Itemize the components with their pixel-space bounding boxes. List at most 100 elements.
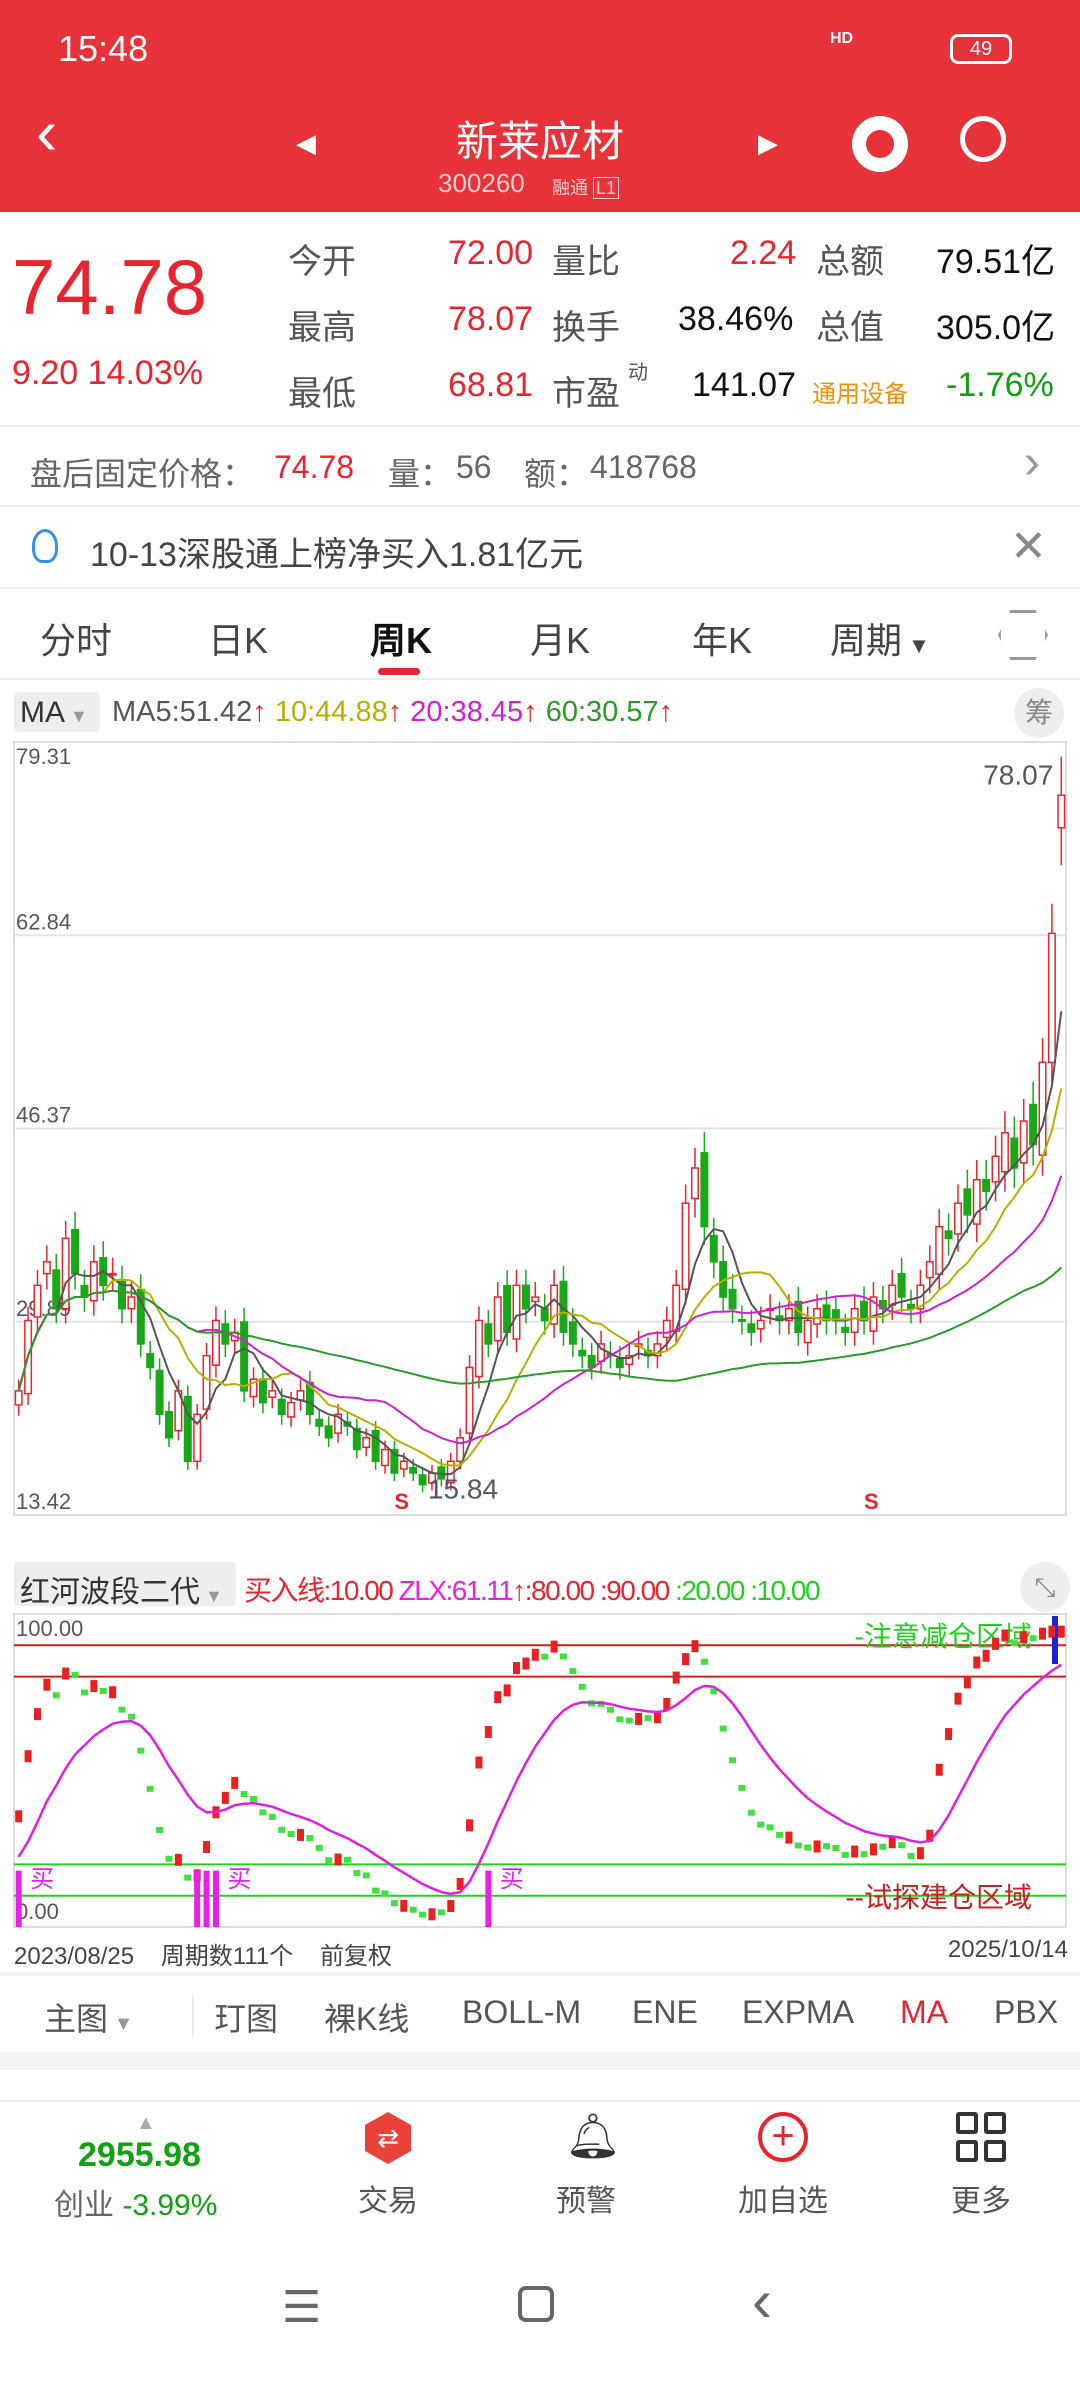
oscillator-bar (156, 1826, 164, 1833)
after-hours-volume-label: 量： (388, 456, 453, 492)
indicator-tab-1[interactable]: 玎图 (214, 1994, 278, 2040)
after-hours-amount-label: 额： (524, 456, 589, 492)
add-circle-icon[interactable]: + (758, 2112, 808, 2162)
candle-body (568, 1321, 577, 1345)
sell-signal: S (864, 1489, 879, 1514)
candle-body (888, 1284, 897, 1306)
news-row[interactable]: 10-13深股通上榜净买入1.81亿元 ✕ (0, 507, 1080, 589)
candle-body (249, 1378, 258, 1398)
oscillator-bar (625, 1717, 633, 1724)
badge-tong: 通 (570, 178, 588, 198)
indicator-tab-label: BOLL-M (462, 1994, 582, 2030)
buy-signal-label: 买 (30, 1866, 54, 1893)
back-button[interactable]: ‹ (36, 96, 58, 168)
oscillator-bar (1001, 1629, 1009, 1642)
arrow-up-icon: ↑ (387, 696, 403, 728)
chevron-down-icon: ▼ (902, 633, 930, 658)
bottom-nav: ▲ 2955.98 创业 -3.99% ⇄ 交易 🔔︎ 预警 + 加自选 更多 (0, 2100, 1080, 2230)
trade-icon[interactable]: ⇄ (365, 2112, 411, 2164)
oscillator-bar (15, 1810, 23, 1823)
trade-button[interactable]: 交易 (358, 2185, 418, 2218)
indicator-tab-7[interactable]: PBX (994, 1994, 1058, 2031)
low-label: 最低 (288, 375, 356, 413)
tab-1[interactable]: 日K (208, 612, 268, 664)
oscillator-bar (372, 1887, 380, 1894)
tab-4[interactable]: 年K (692, 612, 752, 664)
tab-5[interactable]: 周期 ▼ (830, 612, 930, 664)
expand-icon[interactable]: ⤡ (1020, 1562, 1070, 1612)
candle-body (794, 1300, 803, 1333)
oscillator-bar (90, 1680, 98, 1693)
candle-body (578, 1349, 587, 1357)
indicator-tab-0[interactable]: 主图 ▼ (44, 1994, 133, 2040)
candle-body (315, 1418, 324, 1427)
indicator-tab-5[interactable]: EXPMA (742, 1994, 854, 2031)
index-value[interactable]: 2955.98 (78, 2136, 201, 2174)
chip-distribution-button[interactable]: 筹 (1014, 688, 1064, 738)
home-icon[interactable] (518, 2286, 554, 2322)
oscillator-bar (221, 1791, 229, 1804)
mascot-icon[interactable] (852, 116, 908, 172)
back-nav-icon[interactable]: ‹ (752, 2267, 772, 2334)
oscillator-bar (24, 1750, 32, 1763)
indicator-tab-2[interactable]: 裸K线 (324, 1994, 409, 2040)
bell-icon[interactable]: 🔔︎ (565, 2112, 621, 2161)
indicator-tab-4[interactable]: ENE (632, 1994, 698, 2031)
oscillator-bar (691, 1640, 699, 1653)
open-value: 72.00 (448, 234, 534, 272)
next-stock-button[interactable]: ▶ (758, 128, 778, 158)
ma-selector[interactable]: MA ▼ (14, 692, 100, 732)
indicator-tab-3[interactable]: BOLL-M (462, 1994, 581, 2031)
candle-body (127, 1296, 136, 1310)
search-icon[interactable] (960, 116, 1006, 162)
oscillator-bar (841, 1851, 849, 1858)
candle-body (352, 1427, 361, 1451)
tab-0[interactable]: 分时 (40, 612, 112, 664)
prev-stock-button[interactable]: ◀ (296, 128, 316, 158)
candle-body (822, 1304, 831, 1322)
oscillator-bar (644, 1715, 652, 1722)
adjust-mode[interactable]: 前复权 (319, 1943, 392, 1970)
grid-icon[interactable] (956, 2112, 1006, 2162)
zlx-line (17, 1663, 1062, 1896)
indicator-tab-label: MA (900, 1994, 948, 2030)
start-date: 2023/08/25 (14, 1943, 135, 1970)
close-icon[interactable]: ✕ (1010, 522, 1047, 571)
indicator-chart[interactable]: 100.000.00-注意减仓区域--试探建仓区域买买买 (0, 1612, 1080, 1932)
settings-hexagon-icon[interactable] (998, 610, 1048, 660)
tab-2[interactable]: 周K (370, 612, 432, 675)
menu-icon[interactable]: ☰ (282, 2283, 322, 2332)
ma-selector-label: MA (20, 696, 65, 729)
candle-body (897, 1272, 906, 1298)
status-time: 15:48 (58, 28, 149, 69)
add-watchlist-button[interactable]: 加自选 (738, 2185, 828, 2218)
candle-body (193, 1413, 202, 1463)
index-info[interactable]: 创业 -3.99% (54, 2180, 217, 2224)
oscillator-bar (1048, 1625, 1056, 1638)
after-hours-row[interactable]: 盘后固定价格： 74.78 量： 56 额： 418768 › (0, 427, 1080, 507)
candle-body (33, 1284, 42, 1318)
candle-body (709, 1234, 718, 1263)
oscillator-bar (888, 1836, 896, 1849)
oscillator-bar (663, 1697, 671, 1710)
oscillator-bar (296, 1828, 304, 1841)
candle-body (860, 1300, 869, 1322)
indicator-tab-6[interactable]: MA (900, 1994, 948, 2031)
oscillator-bar (466, 1819, 474, 1832)
sector-link[interactable]: 通用设备 (812, 381, 908, 408)
expand-up-icon[interactable]: ▲ (136, 2112, 156, 2134)
indicator-tabs: 主图 ▼ 玎图 裸K线 BOLL-M ENE EXPMA MA PBX (0, 1972, 1080, 2052)
tab-3[interactable]: 月K (530, 612, 590, 664)
candle-body (1047, 932, 1056, 1064)
indicator-selector[interactable]: 红河波段二代 ▼ (14, 1562, 236, 1609)
oscillator-bar (484, 1725, 492, 1738)
buy-signal-bar (15, 1870, 22, 1927)
alert-button[interactable]: 预警 (556, 2185, 616, 2218)
candle-body (747, 1323, 756, 1333)
tab-label: 日K (208, 620, 269, 661)
oscillator-bar (822, 1843, 830, 1850)
more-button[interactable]: 更多 (951, 2185, 1011, 2218)
candle-body (381, 1448, 390, 1467)
indicator-tab-label: 玎图 (214, 2001, 279, 2037)
